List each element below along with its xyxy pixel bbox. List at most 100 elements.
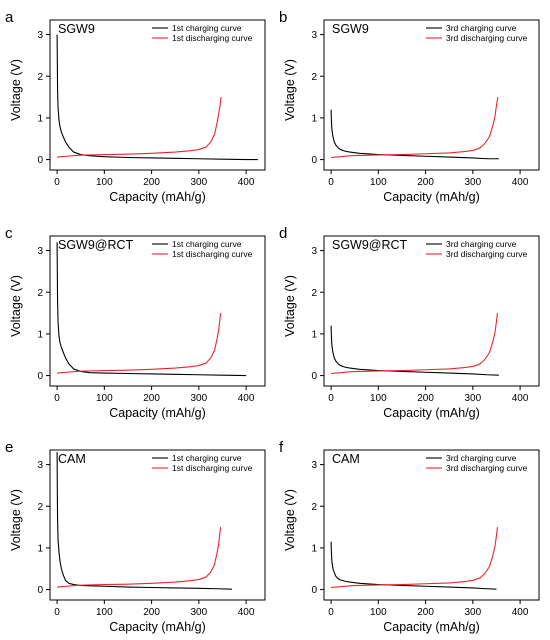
sample-name: SGW9@RCT (332, 238, 408, 252)
x-tick-label: 300 (465, 607, 482, 618)
x-tick-label: 0 (54, 177, 60, 188)
sample-name: SGW9@RCT (58, 238, 134, 252)
y-tick-label: 2 (37, 288, 43, 299)
plot-frame (49, 449, 266, 601)
legend-label: 3rd charging curve (446, 239, 517, 249)
panel-letter: e (5, 439, 13, 456)
x-axis-title: Capacity (mAh/g) (109, 406, 206, 420)
y-tick-label: 0 (311, 585, 317, 596)
series-line-charging (56, 452, 232, 590)
x-tick-label: 200 (143, 177, 160, 188)
x-tick-label: 400 (512, 177, 529, 188)
y-axis-title: Voltage (V) (9, 59, 23, 121)
y-tick-label: 3 (311, 460, 317, 471)
panel-letter: c (5, 225, 13, 242)
y-tick-label: 2 (311, 502, 317, 513)
y-tick-label: 2 (311, 72, 317, 83)
panel-letter: a (5, 9, 14, 26)
y-tick-label: 0 (37, 371, 43, 382)
x-tick-label: 200 (417, 177, 434, 188)
series-line-discharging (331, 313, 498, 375)
x-tick-label: 300 (465, 393, 482, 404)
x-tick-label: 0 (54, 607, 60, 618)
x-axis-title: Capacity (mAh/g) (383, 620, 480, 634)
series-line-charging (56, 34, 258, 161)
series-line-discharging (331, 527, 498, 589)
y-tick-label: 3 (37, 460, 43, 471)
x-tick-label: 300 (191, 607, 208, 618)
y-tick-label: 0 (311, 155, 317, 166)
x-tick-label: 200 (417, 607, 434, 618)
y-axis-title: Voltage (V) (283, 489, 297, 551)
legend-label: 1st charging curve (172, 23, 242, 33)
x-tick-label: 0 (328, 607, 334, 618)
y-tick-label: 2 (37, 72, 43, 83)
panel-e: 0 100 200 300 400 0 1 2 3 Capacity (mAh/g) Voltage… (5, 439, 266, 634)
panel-c: 0 100 200 300 400 0 1 2 3 Capacity (mAh/g) Voltage… (5, 225, 266, 420)
y-tick-label: 3 (311, 246, 317, 257)
plot-frame (323, 449, 540, 601)
x-tick-label: 100 (96, 177, 113, 188)
x-tick-label: 0 (328, 393, 334, 404)
legend-label: 3rd discharging curve (446, 463, 528, 473)
panel-letter: b (279, 9, 287, 26)
legend-label: 1st charging curve (172, 239, 242, 249)
series-line-charging (330, 109, 499, 160)
x-tick-label: 300 (465, 177, 482, 188)
x-axis-title: Capacity (mAh/g) (109, 190, 206, 204)
x-tick-label: 0 (54, 393, 60, 404)
sample-name: SGW9 (58, 22, 95, 36)
series-line-charging (56, 242, 247, 377)
x-tick-label: 400 (238, 607, 255, 618)
panel-a: 0 100 200 300 400 0 1 2 3 Capacity (mAh/g) Voltage… (5, 9, 266, 204)
legend-label: 1st charging curve (172, 453, 242, 463)
y-tick-label: 3 (37, 246, 43, 257)
x-tick-label: 300 (191, 177, 208, 188)
series-line-charging (330, 325, 499, 376)
y-axis-title: Voltage (V) (9, 489, 23, 551)
plot-frame (49, 19, 266, 171)
x-axis-title: Capacity (mAh/g) (383, 406, 480, 420)
y-tick-label: 2 (311, 288, 317, 299)
y-tick-label: 1 (37, 329, 43, 340)
x-tick-label: 200 (143, 393, 160, 404)
x-tick-label: 100 (370, 177, 387, 188)
panel-f: 0 100 200 300 400 0 1 2 3 Capacity (mAh/g) Voltage… (279, 439, 540, 634)
plot-frame (323, 19, 540, 171)
legend-label: 3rd charging curve (446, 453, 517, 463)
plot-frame (49, 235, 266, 387)
y-tick-label: 1 (311, 113, 317, 124)
x-tick-label: 0 (328, 177, 334, 188)
y-tick-label: 3 (37, 30, 43, 41)
y-tick-label: 1 (311, 329, 317, 340)
x-tick-label: 100 (96, 393, 113, 404)
x-tick-label: 200 (143, 607, 160, 618)
y-tick-label: 2 (37, 502, 43, 513)
x-axis-title: Capacity (mAh/g) (383, 190, 480, 204)
x-tick-label: 400 (238, 393, 255, 404)
sample-name: SGW9 (332, 22, 369, 36)
legend-label: 3rd discharging curve (446, 249, 528, 259)
series-line-discharging (57, 313, 222, 374)
y-tick-label: 1 (37, 113, 43, 124)
panel-letter: d (279, 225, 287, 242)
legend-label: 1st discharging curve (172, 463, 253, 473)
x-tick-label: 300 (191, 393, 208, 404)
panel-letter: f (279, 439, 284, 456)
sample-name: CAM (332, 452, 360, 466)
x-axis-title: Capacity (mAh/g) (109, 620, 206, 634)
y-tick-label: 1 (311, 543, 317, 554)
legend-label: 1st discharging curve (172, 249, 253, 259)
y-axis-title: Voltage (V) (9, 275, 23, 337)
sample-name: CAM (58, 452, 86, 466)
panel-d: 0 100 200 300 400 0 1 2 3 Capacity (mAh/g) Voltage… (279, 225, 540, 420)
y-axis-title: Voltage (V) (283, 275, 297, 337)
y-tick-label: 0 (37, 155, 43, 166)
x-tick-label: 200 (417, 393, 434, 404)
x-tick-label: 400 (512, 393, 529, 404)
legend-label: 3rd discharging curve (446, 33, 528, 43)
panel-b: 0 100 200 300 400 0 1 2 3 Capacity (mAh/g) Voltage… (279, 9, 540, 204)
x-tick-label: 100 (370, 393, 387, 404)
legend-label: 1st discharging curve (172, 33, 253, 43)
